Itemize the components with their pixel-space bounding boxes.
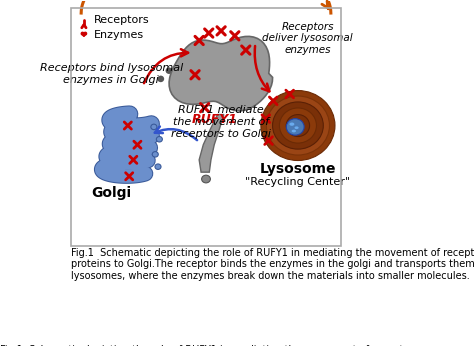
Polygon shape: [169, 36, 273, 111]
Text: Receptors
deliver lysosomal
enzymes: Receptors deliver lysosomal enzymes: [262, 21, 353, 55]
Text: RUFY1: RUFY1: [191, 113, 237, 126]
Ellipse shape: [261, 91, 335, 161]
Text: RUFY1 mediate
the movement of
receptors to Golgi: RUFY1 mediate the movement of receptors …: [171, 105, 271, 138]
Ellipse shape: [157, 75, 164, 82]
Ellipse shape: [292, 130, 296, 133]
Ellipse shape: [152, 152, 158, 157]
Text: Lysosome: Lysosome: [260, 162, 336, 176]
Ellipse shape: [165, 67, 173, 74]
Bar: [71, 8, 341, 246]
Polygon shape: [82, 34, 86, 37]
Ellipse shape: [290, 122, 294, 126]
Text: Enzymes: Enzymes: [94, 30, 145, 40]
Text: Fig.1  Schematic depicting the role of RUFY1 in mediating the movement of recept: Fig.1 Schematic depicting the role of RU…: [0, 345, 436, 346]
Ellipse shape: [286, 115, 310, 137]
Ellipse shape: [279, 108, 317, 143]
Ellipse shape: [286, 119, 304, 135]
Ellipse shape: [201, 175, 210, 183]
Text: "Recycling Center": "Recycling Center": [246, 176, 350, 186]
Text: Receptors bind lysosomal
enzymes in Golgi: Receptors bind lysosomal enzymes in Golg…: [40, 63, 183, 85]
Polygon shape: [199, 115, 224, 172]
Text: Receptors: Receptors: [94, 16, 150, 26]
Ellipse shape: [294, 126, 299, 129]
Ellipse shape: [155, 164, 161, 170]
Ellipse shape: [266, 96, 329, 155]
Text: Golgi: Golgi: [91, 186, 131, 200]
Ellipse shape: [174, 77, 181, 83]
Ellipse shape: [84, 32, 87, 35]
Ellipse shape: [81, 32, 84, 35]
Ellipse shape: [273, 102, 323, 149]
Ellipse shape: [156, 137, 163, 142]
Ellipse shape: [151, 124, 157, 130]
Text: Fig.1  Schematic depicting the role of RUFY1 in mediating the movement of recept: Fig.1 Schematic depicting the role of RU…: [71, 248, 474, 281]
